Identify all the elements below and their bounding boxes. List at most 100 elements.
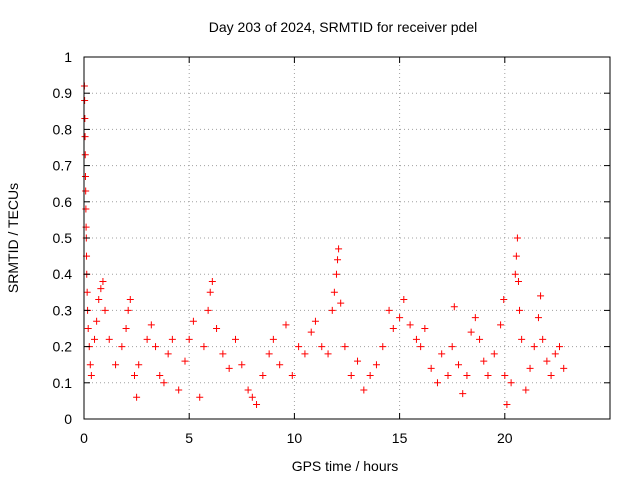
- data-point: [295, 343, 303, 351]
- data-point: [448, 343, 456, 351]
- data-point: [427, 364, 435, 372]
- data-point: [514, 277, 522, 285]
- data-point: [522, 386, 530, 394]
- data-point: [518, 335, 526, 343]
- data-point: [133, 393, 141, 401]
- data-point: [379, 343, 387, 351]
- x-axis-label: GPS time / hours: [292, 458, 399, 474]
- data-point: [99, 277, 107, 285]
- data-point: [152, 343, 160, 351]
- plot-frame: [83, 56, 611, 420]
- data-point: [91, 335, 99, 343]
- data-point: [175, 386, 183, 394]
- y-tick-label: 0: [64, 411, 72, 427]
- axis-ticks: 00.10.20.30.40.50.60.70.80.910 5 10 15 20: [53, 49, 610, 446]
- data-point: [503, 401, 511, 409]
- y-tick-label: 0.7: [53, 158, 73, 174]
- x-tick-label: 10: [287, 430, 303, 446]
- data-point: [118, 343, 126, 351]
- data-point: [81, 96, 89, 104]
- data-point: [231, 335, 239, 343]
- data-point: [476, 335, 484, 343]
- data-point: [406, 321, 414, 329]
- y-tick-label: 1: [64, 49, 72, 65]
- data-point: [253, 401, 261, 409]
- data-point: [238, 361, 246, 369]
- data-point: [86, 361, 94, 369]
- data-point: [93, 317, 101, 325]
- data-point: [511, 270, 519, 278]
- data-point: [330, 288, 338, 296]
- data-point: [324, 350, 332, 358]
- data-point: [516, 306, 524, 314]
- data-point: [81, 115, 89, 123]
- data-point: [335, 245, 343, 253]
- data-point: [530, 343, 538, 351]
- data-point: [189, 317, 197, 325]
- data-point: [244, 386, 252, 394]
- data-point: [534, 314, 542, 322]
- data-point: [204, 306, 212, 314]
- data-point: [501, 372, 509, 380]
- data-point: [307, 328, 315, 336]
- data-point: [480, 357, 488, 365]
- y-tick-label: 0.9: [53, 85, 73, 101]
- data-point: [366, 372, 374, 380]
- data-point: [438, 350, 446, 358]
- data-point: [288, 372, 296, 380]
- data-point: [467, 328, 475, 336]
- data-point: [213, 325, 221, 332]
- data-point: [248, 393, 256, 401]
- data-point: [265, 350, 273, 358]
- data-point: [354, 357, 362, 365]
- data-point: [181, 357, 189, 365]
- data-point: [400, 296, 408, 304]
- data-point: [219, 350, 227, 358]
- data-point: [537, 292, 545, 300]
- data-point: [124, 306, 132, 314]
- y-tick-label: 0.6: [53, 194, 73, 210]
- data-point: [455, 361, 463, 369]
- data-point: [206, 288, 214, 296]
- y-tick-label: 0.5: [53, 230, 73, 246]
- data-point: [539, 335, 547, 343]
- data-point: [135, 361, 143, 369]
- data-point: [547, 372, 555, 380]
- x-tick-label: 0: [80, 430, 88, 446]
- x-tick-label: 15: [392, 430, 408, 446]
- data-point: [500, 296, 508, 304]
- data-point: [276, 361, 284, 369]
- data-point: [318, 343, 326, 351]
- data-point: [385, 306, 393, 314]
- x-tick-label: 5: [185, 430, 193, 446]
- data-point: [82, 205, 90, 213]
- data-point: [332, 270, 340, 278]
- data-point: [269, 335, 277, 343]
- data-point: [95, 296, 103, 304]
- data-point: [560, 364, 568, 372]
- data-point: [512, 252, 520, 260]
- data-point: [513, 234, 521, 242]
- data-point: [101, 306, 109, 314]
- data-point: [84, 325, 92, 332]
- data-point: [311, 317, 319, 325]
- data-points: [80, 82, 568, 409]
- data-point: [417, 343, 425, 351]
- y-tick-label: 0.8: [53, 121, 73, 137]
- y-tick-label: 0.2: [53, 339, 73, 355]
- y-tick-label: 0.3: [53, 302, 73, 318]
- data-point: [444, 372, 452, 380]
- chart-title: Day 203 of 2024, SRMTID for receiver pde…: [209, 19, 477, 35]
- data-point: [551, 350, 559, 358]
- data-point: [347, 372, 355, 380]
- data-point: [497, 321, 505, 329]
- data-point: [81, 151, 89, 159]
- data-point: [360, 386, 368, 394]
- data-point: [337, 299, 345, 307]
- data-point: [225, 364, 233, 372]
- grid-lines: [84, 57, 610, 419]
- data-point: [389, 325, 397, 332]
- data-point: [526, 364, 534, 372]
- data-point: [200, 343, 208, 351]
